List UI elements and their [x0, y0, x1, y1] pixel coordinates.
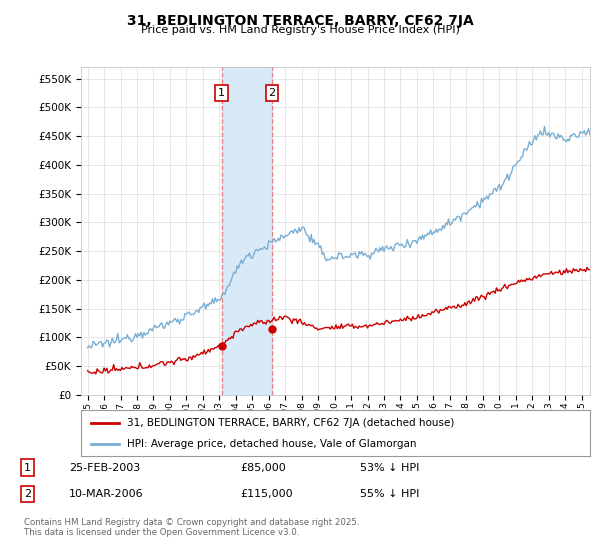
Text: Price paid vs. HM Land Registry's House Price Index (HPI): Price paid vs. HM Land Registry's House … — [140, 25, 460, 35]
Text: Contains HM Land Registry data © Crown copyright and database right 2025.
This d: Contains HM Land Registry data © Crown c… — [24, 518, 359, 538]
Text: 1: 1 — [24, 463, 31, 473]
Text: 2: 2 — [268, 88, 275, 98]
Text: 31, BEDLINGTON TERRACE, BARRY, CF62 7JA: 31, BEDLINGTON TERRACE, BARRY, CF62 7JA — [127, 14, 473, 28]
Text: 25-FEB-2003: 25-FEB-2003 — [69, 463, 140, 473]
Text: HPI: Average price, detached house, Vale of Glamorgan: HPI: Average price, detached house, Vale… — [127, 439, 416, 449]
Bar — [221, 67, 272, 395]
Text: 53% ↓ HPI: 53% ↓ HPI — [360, 463, 419, 473]
Text: 31, BEDLINGTON TERRACE, BARRY, CF62 7JA (detached house): 31, BEDLINGTON TERRACE, BARRY, CF62 7JA … — [127, 418, 454, 428]
Text: 10-MAR-2006: 10-MAR-2006 — [69, 489, 143, 499]
Text: £115,000: £115,000 — [240, 489, 293, 499]
Text: 1: 1 — [218, 88, 225, 98]
Text: £85,000: £85,000 — [240, 463, 286, 473]
Text: 55% ↓ HPI: 55% ↓ HPI — [360, 489, 419, 499]
Text: 2: 2 — [24, 489, 31, 499]
